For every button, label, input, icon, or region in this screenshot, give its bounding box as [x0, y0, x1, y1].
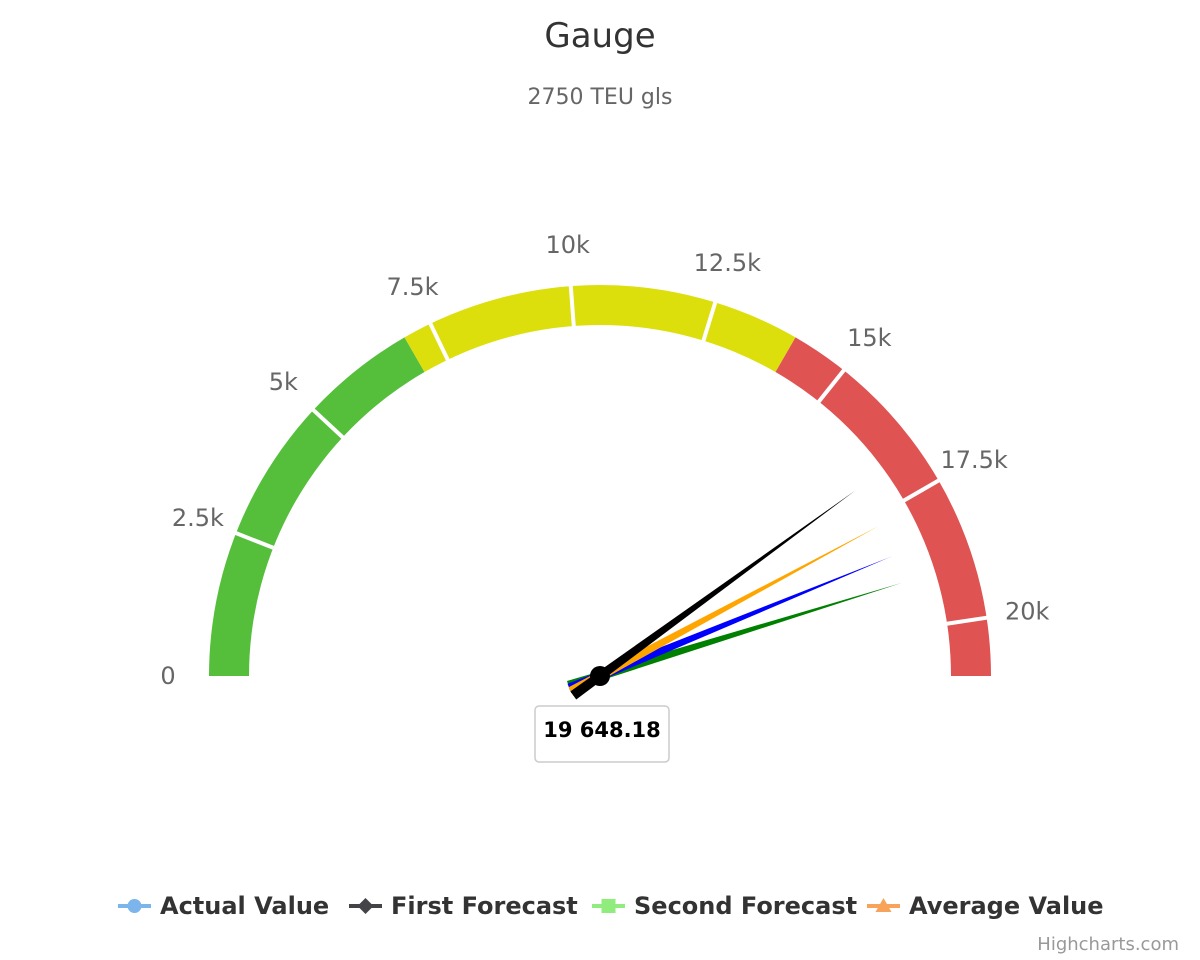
gauge-tick-label: 0 — [160, 662, 175, 690]
gauge-tick-line-3 — [310, 407, 346, 441]
gauge-tick-label: 10k — [545, 231, 590, 259]
gauge-band-3 — [775, 337, 991, 676]
gauge-pivot — [590, 666, 610, 686]
legend-marker-square-icon — [601, 899, 616, 913]
gauge-segment-separators — [233, 283, 989, 626]
data-label-box — [534, 705, 670, 763]
gauge-tick-label: 12.5k — [694, 249, 761, 277]
gauge-tick-line-9 — [944, 615, 989, 626]
credits-link[interactable]: Highcharts.com — [1037, 934, 1179, 955]
gauge-tick-line-2 — [233, 530, 276, 551]
gauge-tick-labels: 0 2.5k 5k 7.5k 10k 12.5k 15k 17.5k 20k — [160, 231, 1049, 690]
gauge-dial-4 — [570, 490, 856, 700]
chart-title: Gauge — [544, 16, 655, 56]
legend-item-1[interactable]: Actual Value — [118, 892, 329, 920]
legend-label: First Forecast — [391, 892, 578, 920]
gauge-tick-line-8 — [901, 477, 942, 504]
gauge-band-2 — [404, 284, 796, 373]
gauge-tick-label: 5k — [269, 368, 298, 396]
legend-item-2[interactable]: First Forecast — [349, 892, 578, 920]
legend-marker-diamond-icon — [357, 898, 374, 914]
gauge-tick-label: 20k — [1005, 598, 1050, 626]
data-label: 19 648.18 — [534, 705, 670, 763]
legend-item-4[interactable]: Average Value — [867, 892, 1104, 920]
gauge-tick-line-7 — [816, 367, 847, 405]
gauge-dial-2 — [567, 556, 893, 694]
legend-label: Actual Value — [160, 892, 329, 920]
gauge-dial-1 — [566, 582, 902, 691]
legend-marker-circle-icon — [127, 899, 142, 913]
legend-label: Second Forecast — [634, 892, 857, 920]
legend-label: Average Value — [909, 892, 1104, 920]
gauge-tick-label: 17.5k — [940, 446, 1007, 474]
gauge-tick-label: 7.5k — [387, 273, 439, 301]
gauge-bands — [209, 284, 991, 676]
legend-marker-triangle-icon — [875, 898, 892, 912]
gauge-tick-label: 15k — [847, 324, 892, 352]
legend: Actual Value First Forecast Second Forecas… — [118, 892, 1104, 920]
gauge-tick-label: 2.5k — [172, 504, 224, 532]
gauge-dials — [566, 490, 902, 700]
gauge-dial-3 — [568, 526, 879, 697]
gauge-tick-line-6 — [700, 299, 718, 344]
gauge-band-1 — [209, 337, 425, 676]
gauge-tick-line-5 — [568, 283, 576, 329]
gauge-tick-line-4 — [427, 321, 451, 363]
legend-item-3[interactable]: Second Forecast — [592, 892, 857, 920]
chart-subtitle: 2750 TEU gls — [528, 85, 673, 110]
data-label-text: 19 648.18 — [543, 718, 661, 742]
